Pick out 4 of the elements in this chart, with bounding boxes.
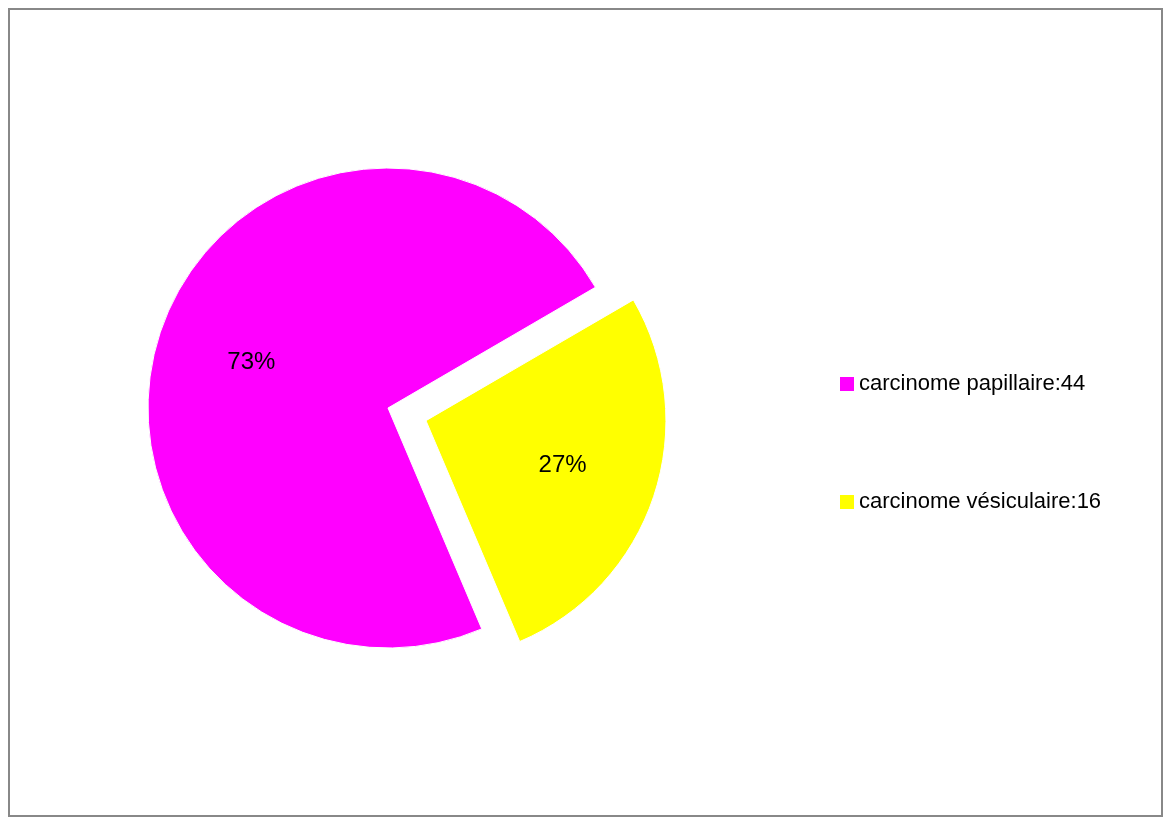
legend-label: carcinome papillaire:44 bbox=[859, 369, 1086, 395]
data-label: 73% bbox=[227, 346, 276, 374]
data-label: 27% bbox=[538, 450, 587, 478]
legend-label: carcinome vésiculaire:16 bbox=[859, 487, 1102, 513]
